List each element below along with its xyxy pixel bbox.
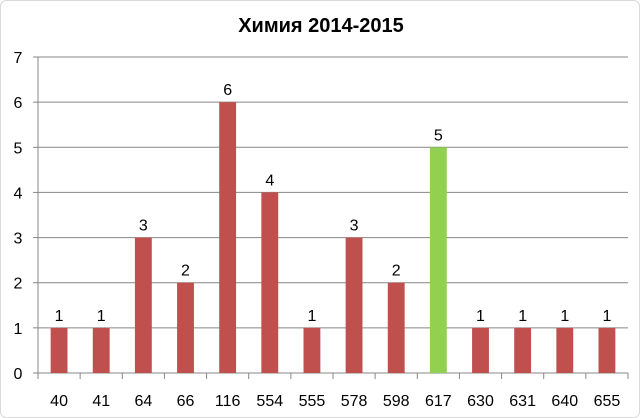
bar [429,147,447,373]
y-tick-label: 4 [14,185,23,202]
y-tick-label: 7 [14,50,23,67]
y-tick-label: 0 [14,366,23,383]
data-label: 1 [55,308,64,325]
x-tick-label: 116 [215,393,241,410]
bar [219,102,237,374]
bar [134,237,152,373]
bar [472,327,489,373]
bars [50,102,616,374]
data-label: 1 [476,308,485,325]
bar [92,327,110,373]
x-tick-label: 630 [467,393,494,410]
y-axis-ticks: 0 1 2 3 4 5 6 7 [14,50,23,383]
bar [177,282,194,373]
x-tick-label: 64 [134,393,152,410]
bar [303,327,321,373]
data-label: 1 [97,308,106,325]
bar [345,237,363,373]
gridlines [38,56,628,329]
bar [598,327,616,373]
x-tick-label: 554 [256,393,283,410]
data-label: 1 [518,308,527,325]
chart-title: Химия 2014-2015 [238,15,404,37]
x-axis-ticks: 40 41 64 66 116 554 555 578 598 617 630 631 640 655 [50,393,620,410]
x-tick-label: 41 [92,393,110,410]
bar [50,327,68,373]
x-tick-label: 598 [383,393,410,410]
bar [387,282,405,373]
x-tick-label: 655 [594,393,621,410]
y-tick-label: 1 [14,321,23,338]
x-tick-label: 617 [425,393,452,410]
x-tick-label: 578 [341,393,368,410]
x-tick-label: 631 [509,393,536,410]
x-tick-label: 640 [551,393,578,410]
data-label: 6 [223,82,232,99]
data-label: 3 [139,218,148,235]
data-label: 4 [265,172,274,189]
x-tick-label: 40 [50,393,68,410]
data-labels: 1 1 3 2 6 4 1 3 2 5 1 1 1 1 [55,82,612,325]
data-label: 1 [602,308,611,325]
axes [33,56,629,379]
data-label: 2 [392,263,401,280]
x-tick-label: 555 [299,393,326,410]
data-label: 3 [350,218,359,235]
bar [514,327,532,373]
data-label: 2 [181,263,190,280]
y-tick-label: 2 [14,276,23,293]
bar [261,192,279,373]
bar [556,327,574,373]
data-label: 1 [307,308,316,325]
data-label: 1 [560,308,569,325]
x-tick-label: 66 [177,393,195,410]
y-tick-label: 3 [14,231,23,248]
y-tick-label: 6 [14,95,23,112]
data-label: 5 [434,127,443,144]
y-tick-label: 5 [14,140,23,157]
